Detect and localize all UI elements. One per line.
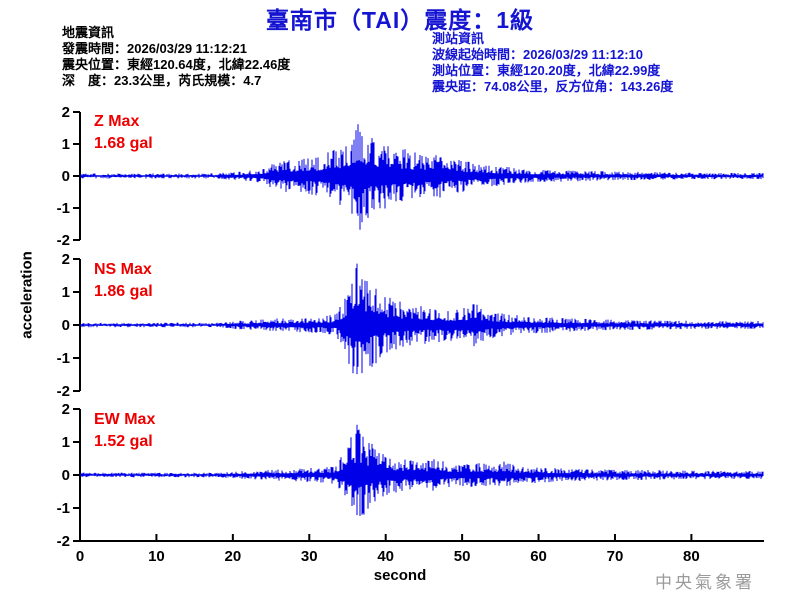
y-tick-label-ew: -2 [57, 533, 70, 550]
y-tick-label-z: 0 [62, 168, 70, 185]
panel-ew-title: EW Max [94, 411, 156, 428]
event-origin-time: 發震時間：2026/03/29 11:12:21 [62, 41, 247, 56]
y-tick-label-ns: 0 [62, 317, 70, 334]
x-tick-label: 20 [225, 548, 242, 565]
y-tick-label-z: -2 [57, 232, 70, 249]
y-tick-label-z: -1 [57, 200, 70, 217]
panel-z-title: Z Max [94, 113, 140, 130]
x-tick-label: 30 [301, 548, 318, 565]
x-tick-label: 40 [377, 548, 394, 565]
y-tick-label-ew: 1 [62, 434, 70, 451]
page-title: 臺南市（TAI）震度：1級 [265, 7, 535, 33]
waveform-z [80, 124, 764, 230]
y-tick-label-ns: 1 [62, 284, 70, 301]
x-tick-label: 80 [683, 548, 700, 565]
y-tick-label-ew: 0 [62, 467, 70, 484]
y-tick-label-ns: 2 [62, 251, 70, 268]
panel-z-max: 1.68 gal [94, 135, 153, 152]
x-tick-label: 60 [530, 548, 547, 565]
panel-label-z: Z Max 1.68 gal [94, 111, 153, 155]
x-tick-label: 70 [607, 548, 624, 565]
y-tick-label-ew: -1 [57, 500, 70, 517]
panel-label-ns: NS Max 1.86 gal [94, 259, 153, 303]
agency-watermark: 中央氣象署 [655, 573, 755, 592]
x-tick-label: 50 [454, 548, 471, 565]
x-tick-label: 0 [76, 548, 84, 565]
event-info-block: 地震資訊 發震時間：2026/03/29 11:12:21 震央位置：東經120… [62, 25, 290, 89]
panel-ns-title: NS Max [94, 261, 152, 278]
panel-ns-max: 1.86 gal [94, 283, 153, 300]
y-tick-label-ns: -2 [57, 383, 70, 400]
waveform-ew [80, 424, 764, 516]
station-info-heading: 測站資訊 [432, 31, 485, 46]
event-info-heading: 地震資訊 [62, 25, 115, 40]
y-tick-label-z: 2 [62, 104, 70, 121]
y-tick-label-ns: -1 [57, 350, 70, 367]
station-info-block: 測站資訊 波線起始時間：2026/03/29 11:12:10 測站位置：東經1… [432, 31, 673, 95]
x-axis-label: second [373, 567, 427, 584]
x-tick-label: 10 [148, 548, 165, 565]
panel-label-ew: EW Max 1.52 gal [94, 409, 155, 453]
epicentral-distance: 震央距：74.08公里，反方位角：143.26度 [432, 79, 674, 94]
station-location: 測站位置：東經120.20度，北緯22.99度 [432, 63, 661, 78]
wave-start-time: 波線起始時間：2026/03/29 11:12:10 [432, 47, 643, 62]
event-epicenter: 震央位置：東經120.64度，北緯22.46度 [62, 57, 291, 72]
y-tick-label-ew: 2 [62, 401, 70, 418]
waveform-ns [80, 263, 764, 375]
panel-ew-max: 1.52 gal [94, 433, 153, 450]
event-depth-magnitude: 深 度：23.3公里，芮氏規模：4.7 [62, 73, 262, 88]
y-tick-label-z: 1 [62, 136, 70, 153]
